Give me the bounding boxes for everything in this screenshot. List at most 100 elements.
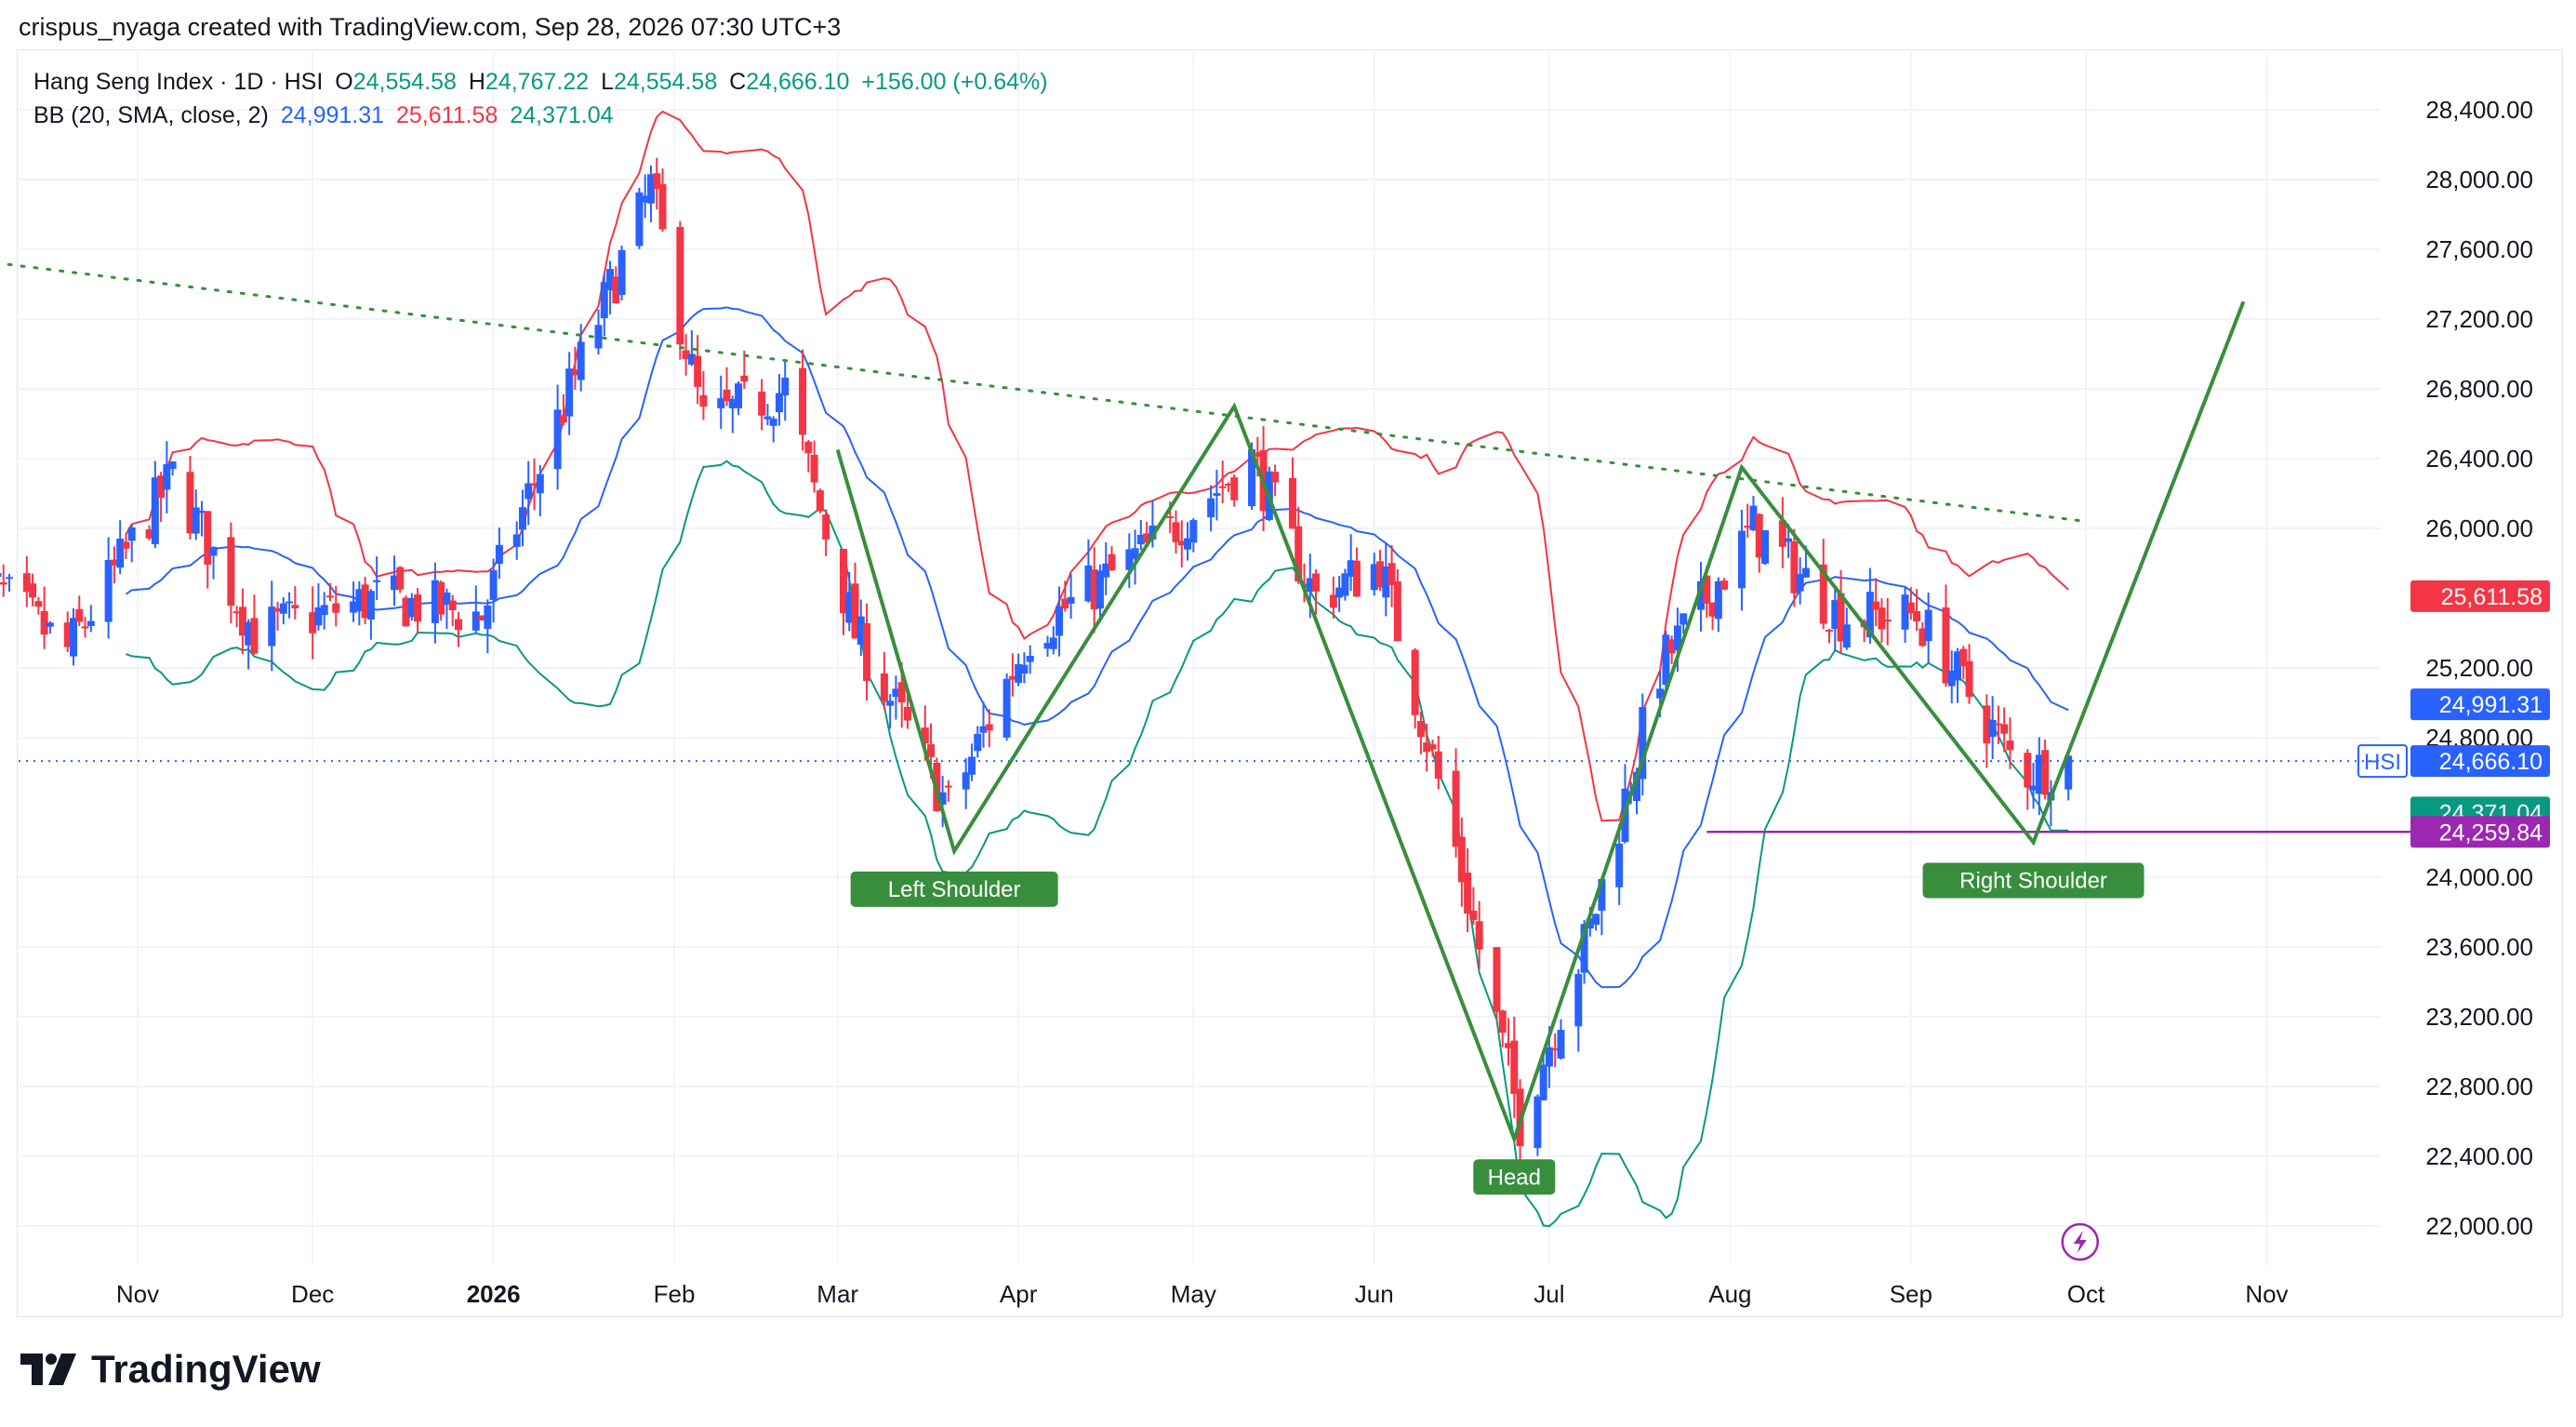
candle-body <box>512 534 521 547</box>
candle-body <box>1416 721 1425 738</box>
candle-body <box>1545 1047 1553 1067</box>
candle-body <box>443 593 451 605</box>
candle-body <box>1067 596 1075 604</box>
close-value: 24,666.10 <box>746 69 850 95</box>
chart-frame[interactable] <box>17 49 2563 1317</box>
candle-body <box>594 325 603 349</box>
candle-body <box>845 592 854 623</box>
candle-body <box>34 601 43 607</box>
pattern-label: Head <box>1488 1165 1541 1190</box>
candle-body <box>209 546 218 556</box>
candle-body <box>967 756 976 775</box>
candle-body <box>676 226 684 345</box>
y-tick-label: 28,000.00 <box>2425 166 2533 193</box>
candle-body <box>168 461 177 470</box>
candle-body <box>1983 705 1991 744</box>
candle-body <box>1790 540 1799 593</box>
candle-body <box>1043 643 1052 649</box>
candle-body <box>1312 573 1321 592</box>
candle-body <box>856 616 865 645</box>
candle-body <box>1505 1043 1513 1048</box>
candle-body <box>192 507 200 534</box>
candle-body <box>1207 498 1215 518</box>
candle-body <box>1667 639 1676 654</box>
candle-body <box>979 726 988 733</box>
candle-body <box>641 195 649 203</box>
candle-body <box>775 393 783 413</box>
candle-body <box>1680 613 1688 625</box>
candle-body <box>612 276 620 304</box>
bb-upper-band <box>125 110 2069 822</box>
y-tick-label: 25,200.00 <box>2425 654 2533 682</box>
candle-body <box>1341 573 1349 596</box>
pattern-label: Left Shoulder <box>888 877 1021 902</box>
brand-name: TradingView <box>91 1347 321 1391</box>
candle-body <box>1136 534 1145 545</box>
candle-body <box>886 700 895 706</box>
candle-body <box>29 583 37 598</box>
candle-body <box>1842 624 1851 648</box>
candle-body <box>699 394 708 407</box>
price-label: 25,611.58 <box>2441 584 2543 610</box>
candle-body <box>880 673 888 702</box>
candle-body <box>1347 560 1355 577</box>
candle-body <box>927 744 936 757</box>
candle-body <box>2006 740 2014 751</box>
close-label: C <box>729 69 747 95</box>
candle-body <box>1755 513 1763 558</box>
candle-body <box>489 569 498 600</box>
candle-body <box>1557 1030 1565 1059</box>
candle-body <box>1708 602 1717 617</box>
y-tick-label: 22,800.00 <box>2425 1073 2533 1100</box>
candle-body <box>1475 921 1483 950</box>
candle-body <box>127 527 136 541</box>
candle-body <box>250 618 259 654</box>
symbol-tag-box <box>2357 744 2408 779</box>
tradingview-logo-icon <box>20 1354 76 1385</box>
price-label-box <box>2410 816 2550 848</box>
candle-body <box>1592 914 1600 926</box>
y-tick-label: 22,000.00 <box>2425 1212 2533 1240</box>
candle-body <box>839 548 847 614</box>
candle-body <box>944 785 952 788</box>
candle-body <box>1901 594 1909 630</box>
candle-body <box>897 682 906 703</box>
candle-body <box>1411 649 1419 715</box>
candle-body <box>799 367 807 435</box>
tradingview-logo[interactable]: TradingView <box>20 1347 321 1392</box>
bb-label: BB (20, SMA, close, 2) <box>33 102 269 128</box>
candle-body <box>1866 592 1874 638</box>
candle-body <box>687 353 696 365</box>
candle-body <box>1095 570 1104 609</box>
x-tick-label: Apr <box>1000 1280 1038 1308</box>
candle-body <box>1534 1096 1542 1149</box>
candle-body <box>723 389 731 402</box>
candle-body <box>6 577 14 580</box>
candle-body <box>478 615 486 620</box>
candle-body <box>810 454 818 483</box>
candle-body <box>1271 472 1280 483</box>
candle-body <box>1778 520 1786 547</box>
candle-body <box>484 605 492 630</box>
candle-body <box>1370 564 1378 591</box>
candle-body <box>75 608 84 622</box>
bb-basis-line <box>125 306 2069 989</box>
candle-body <box>325 595 334 598</box>
bb-basis-value: 24,991.31 <box>280 102 385 128</box>
x-tick-label: Nov <box>116 1280 159 1308</box>
candle-body <box>197 511 206 513</box>
candle-body <box>1826 629 1834 632</box>
candle-body <box>2065 755 2073 790</box>
candle-body <box>314 607 323 626</box>
candle-body <box>1469 910 1478 920</box>
y-tick-label: 26,000.00 <box>2425 514 2533 542</box>
candle-body <box>851 583 859 639</box>
candle-body <box>454 619 462 631</box>
candle-body <box>559 415 567 423</box>
candle-body <box>1026 656 1034 662</box>
candle-body <box>1423 742 1431 753</box>
candle-body <box>863 622 871 681</box>
candle-body <box>2024 753 2032 788</box>
candle-body <box>279 603 287 614</box>
